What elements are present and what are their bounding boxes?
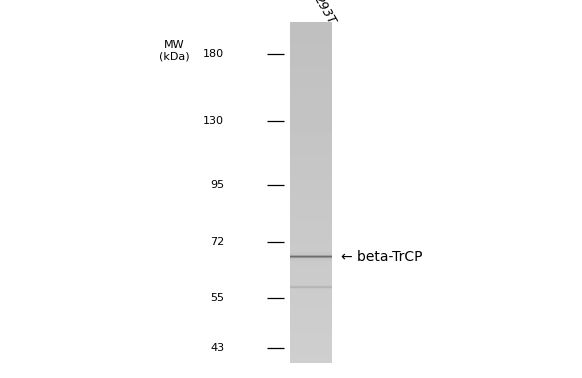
Text: 180: 180	[203, 49, 224, 59]
Text: 43: 43	[210, 343, 224, 353]
Text: 130: 130	[203, 116, 224, 126]
Text: 95: 95	[210, 180, 224, 191]
Text: 55: 55	[210, 293, 224, 302]
Text: ← beta-TrCP: ← beta-TrCP	[341, 250, 423, 264]
Text: 72: 72	[210, 237, 224, 247]
Text: MW
(kDa): MW (kDa)	[159, 40, 190, 61]
Text: 293T: 293T	[311, 0, 338, 27]
